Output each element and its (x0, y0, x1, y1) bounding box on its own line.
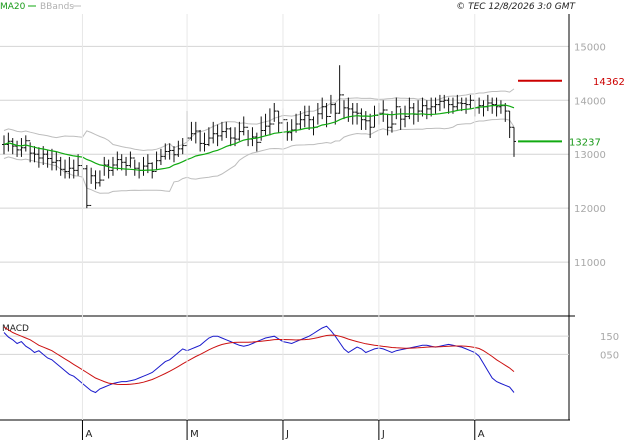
x-tick-label: J (285, 429, 289, 440)
x-tick-label: A (478, 429, 485, 440)
x-tick-label: A (85, 429, 92, 440)
macd-series-signal (3, 326, 515, 385)
ohlc-layer (2, 65, 516, 209)
macd-y-tick-label: 150 (600, 332, 619, 343)
price-y-axis: 11000 12000 13000 14000 15000 (574, 42, 606, 269)
marker-ma-label: 13237 (569, 137, 601, 148)
bbands-layer (3, 88, 515, 194)
price-y-tick-label: 14000 (574, 96, 606, 107)
macd-lines-layer (3, 325, 515, 394)
x-tick-label: M (190, 429, 199, 440)
macd-panel-grid (0, 335, 569, 355)
bband-upper-line (3, 88, 515, 152)
legend-bbands: BBands (40, 2, 74, 12)
price-y-tick-label: 15000 (574, 42, 606, 53)
macd-series-macd (3, 325, 515, 394)
marker-high-label: 14362 (593, 77, 625, 88)
macd-y-axis: 050 150 (600, 332, 619, 361)
price-y-tick-label: 13000 (574, 150, 606, 161)
copyright-text: © TEC 12/8/2026 3:0 GMT (456, 2, 576, 12)
price-y-tick-label: 12000 (574, 204, 606, 215)
macd-title: MACD (2, 324, 29, 334)
price-y-tick-label: 11000 (574, 258, 606, 269)
bband-lower-line (3, 118, 515, 194)
price-markers: 14362 13237 (518, 77, 625, 148)
price-panel-grid (0, 45, 569, 263)
ma20-line (3, 104, 515, 172)
macd-y-tick-label: 050 (600, 350, 619, 361)
legend-ma20: MA20 (0, 2, 26, 12)
x-tick-label: J (381, 429, 385, 440)
ma20-layer (3, 104, 515, 172)
